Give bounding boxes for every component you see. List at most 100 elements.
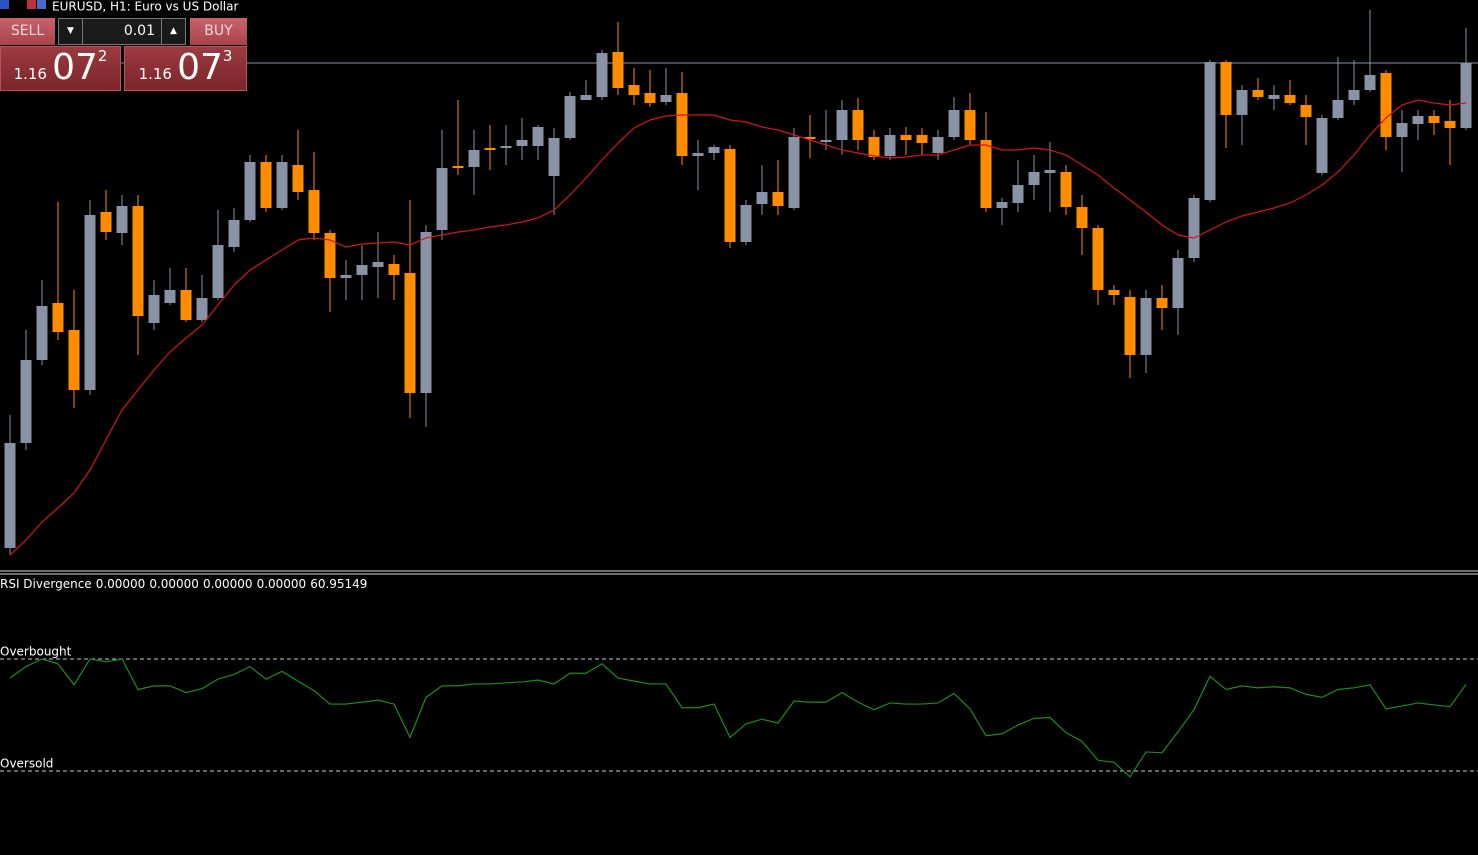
- price-prefix: 1.16: [138, 65, 172, 83]
- candle-body: [756, 192, 768, 204]
- candle-body: [580, 95, 592, 100]
- lot-down[interactable]: ▼: [59, 19, 83, 44]
- candle-body: [1188, 198, 1200, 258]
- level-label: Oversold: [0, 757, 53, 771]
- candle-body: [820, 140, 832, 142]
- candle-body: [1412, 116, 1424, 124]
- candle-body: [660, 95, 672, 102]
- lot-value[interactable]: 0.01: [123, 23, 155, 39]
- candle-body: [916, 135, 928, 143]
- candle-body: [1380, 73, 1392, 137]
- candle-body: [596, 53, 608, 97]
- level-label: Overbought: [0, 645, 72, 659]
- candle-body: [1252, 90, 1264, 97]
- candle-body: [196, 298, 208, 320]
- candle-body: [1124, 297, 1136, 355]
- candle-body: [1284, 95, 1296, 103]
- indicator-buffer: 0.00000: [149, 577, 199, 591]
- candle-body: [708, 147, 720, 153]
- indicator-legend: RSI Divergence 0.00000 0.00000 0.00000 0.000…: [0, 577, 367, 591]
- candle-body: [724, 149, 736, 242]
- menu-icon: [0, 0, 9, 9]
- candle-body: [532, 127, 544, 146]
- indicator-value: 60.95149: [310, 577, 367, 591]
- candle-body: [1236, 90, 1248, 115]
- candle-body: [1220, 62, 1232, 115]
- candle-body: [852, 110, 864, 140]
- candle-body: [900, 135, 912, 140]
- buy-price[interactable]: 1.16 073: [124, 46, 247, 91]
- indicator-buffer: 0.00000: [96, 577, 146, 591]
- candle-body: [1396, 123, 1408, 137]
- candle-body: [964, 110, 976, 140]
- candle-body: [1460, 63, 1472, 128]
- candle-body: [164, 290, 176, 303]
- candle-body: [212, 245, 224, 298]
- candle-body: [836, 110, 848, 140]
- candle-body: [644, 93, 656, 103]
- candle-body: [20, 360, 32, 443]
- candle-body: [1348, 90, 1360, 100]
- indicator-buffer: 0.00000: [203, 577, 253, 591]
- candle-body: [1108, 290, 1120, 295]
- indicator-buffer: 0.00000: [257, 577, 307, 591]
- candle-body: [692, 153, 704, 156]
- candle-body: [804, 137, 816, 139]
- candle-body: [436, 168, 448, 230]
- candle-body: [100, 212, 112, 232]
- candle-body: [52, 303, 64, 332]
- candle-body: [148, 295, 160, 323]
- candle-body: [1268, 95, 1280, 99]
- candle-body: [36, 306, 48, 360]
- candle-body: [740, 205, 752, 242]
- price-pips: 07: [177, 47, 223, 88]
- sell-price[interactable]: 1.16 072: [0, 46, 121, 91]
- chart-title: EURUSD, H1: Euro vs US Dollar: [52, 0, 238, 14]
- candle-body: [1044, 170, 1056, 173]
- candle-body: [84, 215, 96, 390]
- rsi-line: [9, 658, 1467, 778]
- candle-body: [516, 140, 528, 146]
- candle-body: [980, 140, 992, 208]
- candle-body: [484, 148, 496, 150]
- moving-average: [9, 99, 1467, 556]
- candle-body: [276, 162, 288, 208]
- candle-body: [1092, 228, 1104, 290]
- lot-spinner[interactable]: ▼ 0.01 ▲: [58, 18, 186, 45]
- candle-body: [1428, 116, 1440, 123]
- chart-icon: [27, 0, 36, 9]
- candle-body: [884, 135, 896, 156]
- candle-body: [292, 165, 304, 192]
- candle-body: [1364, 75, 1376, 90]
- candle-body: [420, 232, 432, 393]
- candle-body: [260, 162, 272, 208]
- candle-body: [4, 443, 16, 548]
- lot-up[interactable]: ▲: [161, 19, 185, 44]
- buy-button[interactable]: BUY: [190, 18, 247, 45]
- candle-body: [1012, 185, 1024, 203]
- candle-body: [372, 262, 384, 267]
- candle-body: [468, 150, 480, 167]
- price-fraction: 2: [97, 47, 108, 65]
- candle-body: [948, 110, 960, 137]
- candle-body: [388, 264, 400, 275]
- candle-body: [564, 96, 576, 138]
- candle-body: [116, 206, 128, 233]
- candle-body: [404, 273, 416, 393]
- chart-icon: [37, 0, 46, 9]
- candle-body: [340, 275, 352, 278]
- candle-body: [1076, 207, 1088, 228]
- candle-body: [452, 166, 464, 168]
- candle-body: [1140, 298, 1152, 355]
- price-fraction: 3: [222, 47, 233, 65]
- candle-body: [1028, 172, 1040, 185]
- candle-body: [1300, 105, 1312, 117]
- candle-body: [1316, 118, 1328, 173]
- price-prefix: 1.16: [13, 65, 47, 83]
- candle-body: [500, 146, 512, 148]
- candle-body: [356, 265, 368, 275]
- sell-button[interactable]: SELL: [0, 18, 55, 45]
- candle-body: [132, 206, 144, 316]
